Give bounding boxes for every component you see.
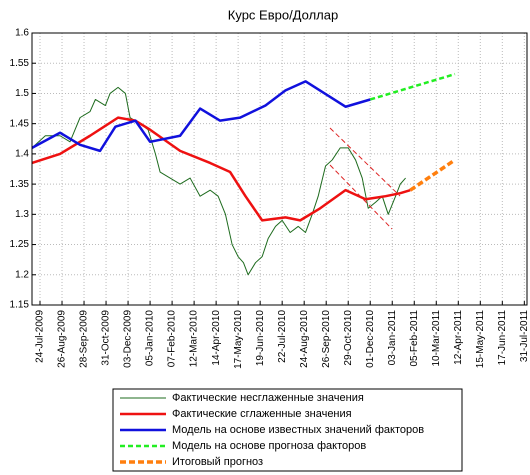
legend: [112, 388, 463, 472]
series-line: [369, 72, 456, 101]
legend-label: Фактические сглаженные значения: [172, 408, 352, 420]
y-tick-label: 1.4: [15, 149, 29, 160]
series-line: [31, 80, 371, 153]
y-tick-label: 1.55: [10, 58, 30, 69]
y-tick-label: 1.2: [15, 269, 29, 280]
series-line: [31, 86, 406, 276]
chart-title: Курс Евро/Доллар: [228, 7, 338, 22]
x-tick-label: 01-Dec-2010: [365, 310, 376, 368]
legend-label: Итоговый прогноз: [172, 456, 263, 468]
legend-label: Фактические несглаженные значения: [172, 392, 364, 404]
x-tick-label: 24-Aug-2010: [299, 310, 310, 368]
x-tick-label: 17-Jun-2011: [497, 310, 508, 366]
x-tick-label: 31-Jul-2011: [519, 310, 530, 363]
x-tick-label: 17-May-2010: [233, 310, 244, 369]
y-tick-label: 1.25: [10, 239, 30, 250]
x-tick-label: 07-Feb-2010: [167, 310, 178, 368]
x-tick-label: 29-Oct-2010: [343, 310, 354, 366]
series-line: [31, 116, 411, 222]
x-tick-label: 12-Mar-2010: [189, 310, 200, 368]
x-tick-label: 14-Apr-2010: [211, 310, 222, 366]
x-tick-label: 15-May-2011: [475, 310, 486, 369]
trend-channel: [329, 164, 393, 230]
y-tick-label: 1.45: [10, 118, 30, 129]
x-tick-label: 03-Jan-2011: [387, 310, 398, 366]
x-tick-label: 03-Dec-2009: [123, 310, 134, 368]
y-tick-label: 1.5: [15, 88, 29, 99]
y-tick-label: 1.6: [15, 28, 29, 39]
x-tick-label: 05-Feb-2011: [409, 310, 420, 367]
x-tick-label: 26-Sep-2010: [321, 310, 332, 368]
plot-frame: [31, 32, 528, 306]
x-tick-label: 10-Mar-2011: [431, 310, 442, 367]
legend-label: Модель на основе прогноза факторов: [172, 440, 366, 452]
x-tick-label: 12-Apr-2011: [453, 310, 464, 365]
y-tick-label: 1.3: [15, 209, 29, 220]
x-tick-label: 31-Oct-2009: [101, 310, 112, 366]
x-tick-label: 28-Sep-2009: [79, 310, 90, 368]
y-tick-label: 1.15: [10, 300, 30, 311]
x-tick-label: 19-Jun-2010: [255, 310, 266, 367]
x-tick-label: 05-Jan-2010: [145, 310, 156, 367]
x-tick-label: 24-Jul-2009: [35, 310, 46, 363]
x-tick-label: 26-Aug-2009: [57, 310, 68, 368]
y-tick-label: 1.35: [10, 179, 30, 190]
x-tick-label: 22-Jul-2010: [277, 310, 288, 363]
legend-label: Модель на основе известных значений факт…: [172, 424, 424, 436]
trend-channel: [329, 127, 401, 197]
plot-area: [31, 32, 527, 306]
